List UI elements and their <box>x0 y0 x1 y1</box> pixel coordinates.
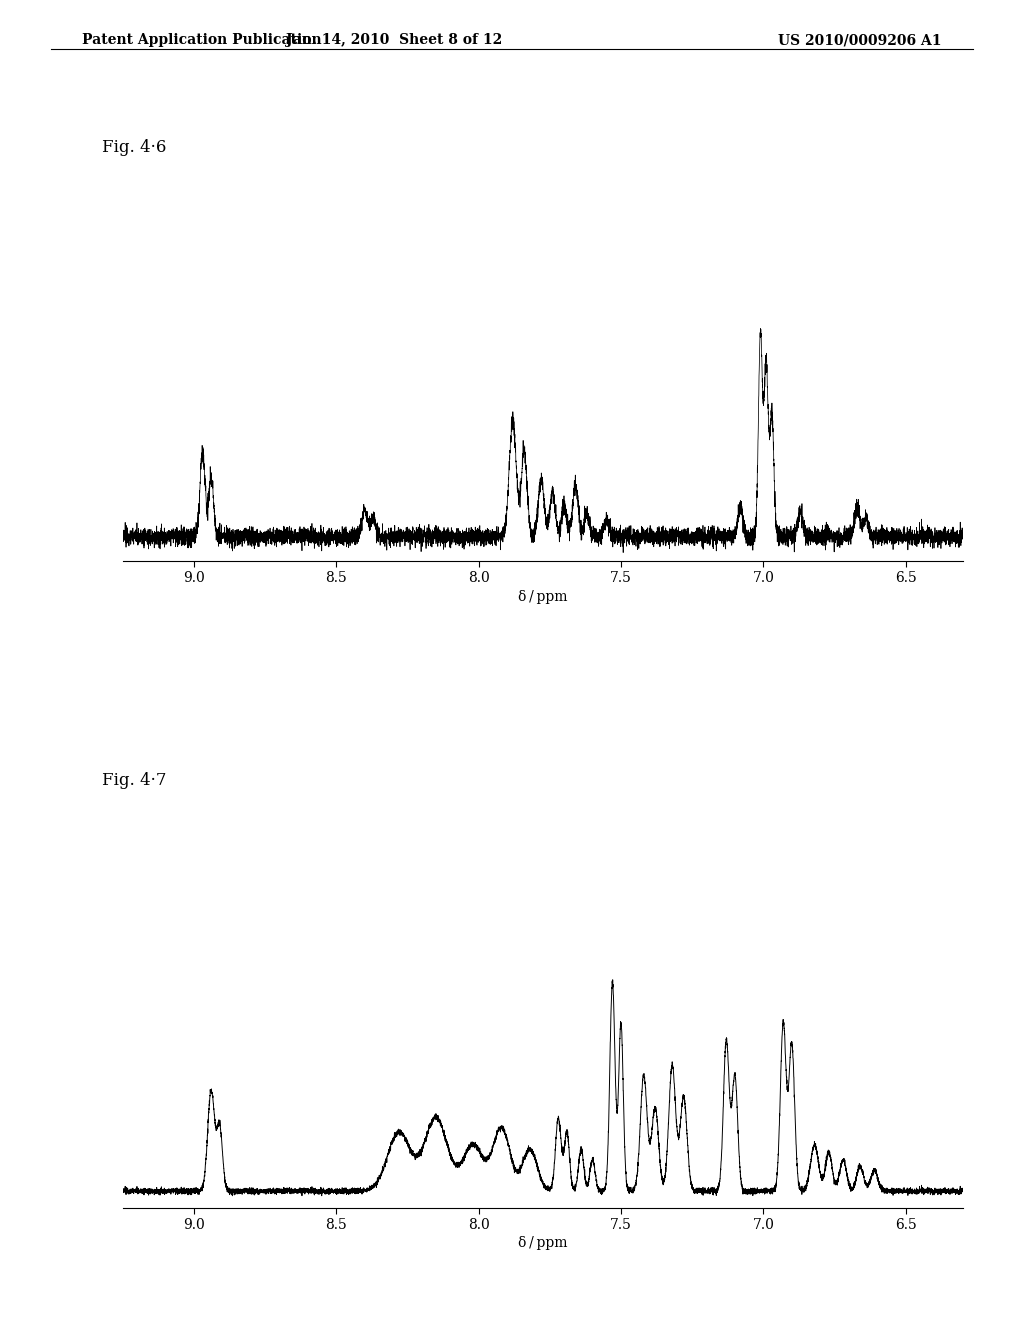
Text: Jan. 14, 2010  Sheet 8 of 12: Jan. 14, 2010 Sheet 8 of 12 <box>286 33 503 48</box>
X-axis label: δ / ppm: δ / ppm <box>518 590 567 603</box>
Text: US 2010/0009206 A1: US 2010/0009206 A1 <box>778 33 942 48</box>
Text: Fig. 4·6: Fig. 4·6 <box>102 139 167 156</box>
X-axis label: δ / ppm: δ / ppm <box>518 1237 567 1250</box>
Text: Fig. 4·7: Fig. 4·7 <box>102 772 167 789</box>
Text: Patent Application Publication: Patent Application Publication <box>82 33 322 48</box>
